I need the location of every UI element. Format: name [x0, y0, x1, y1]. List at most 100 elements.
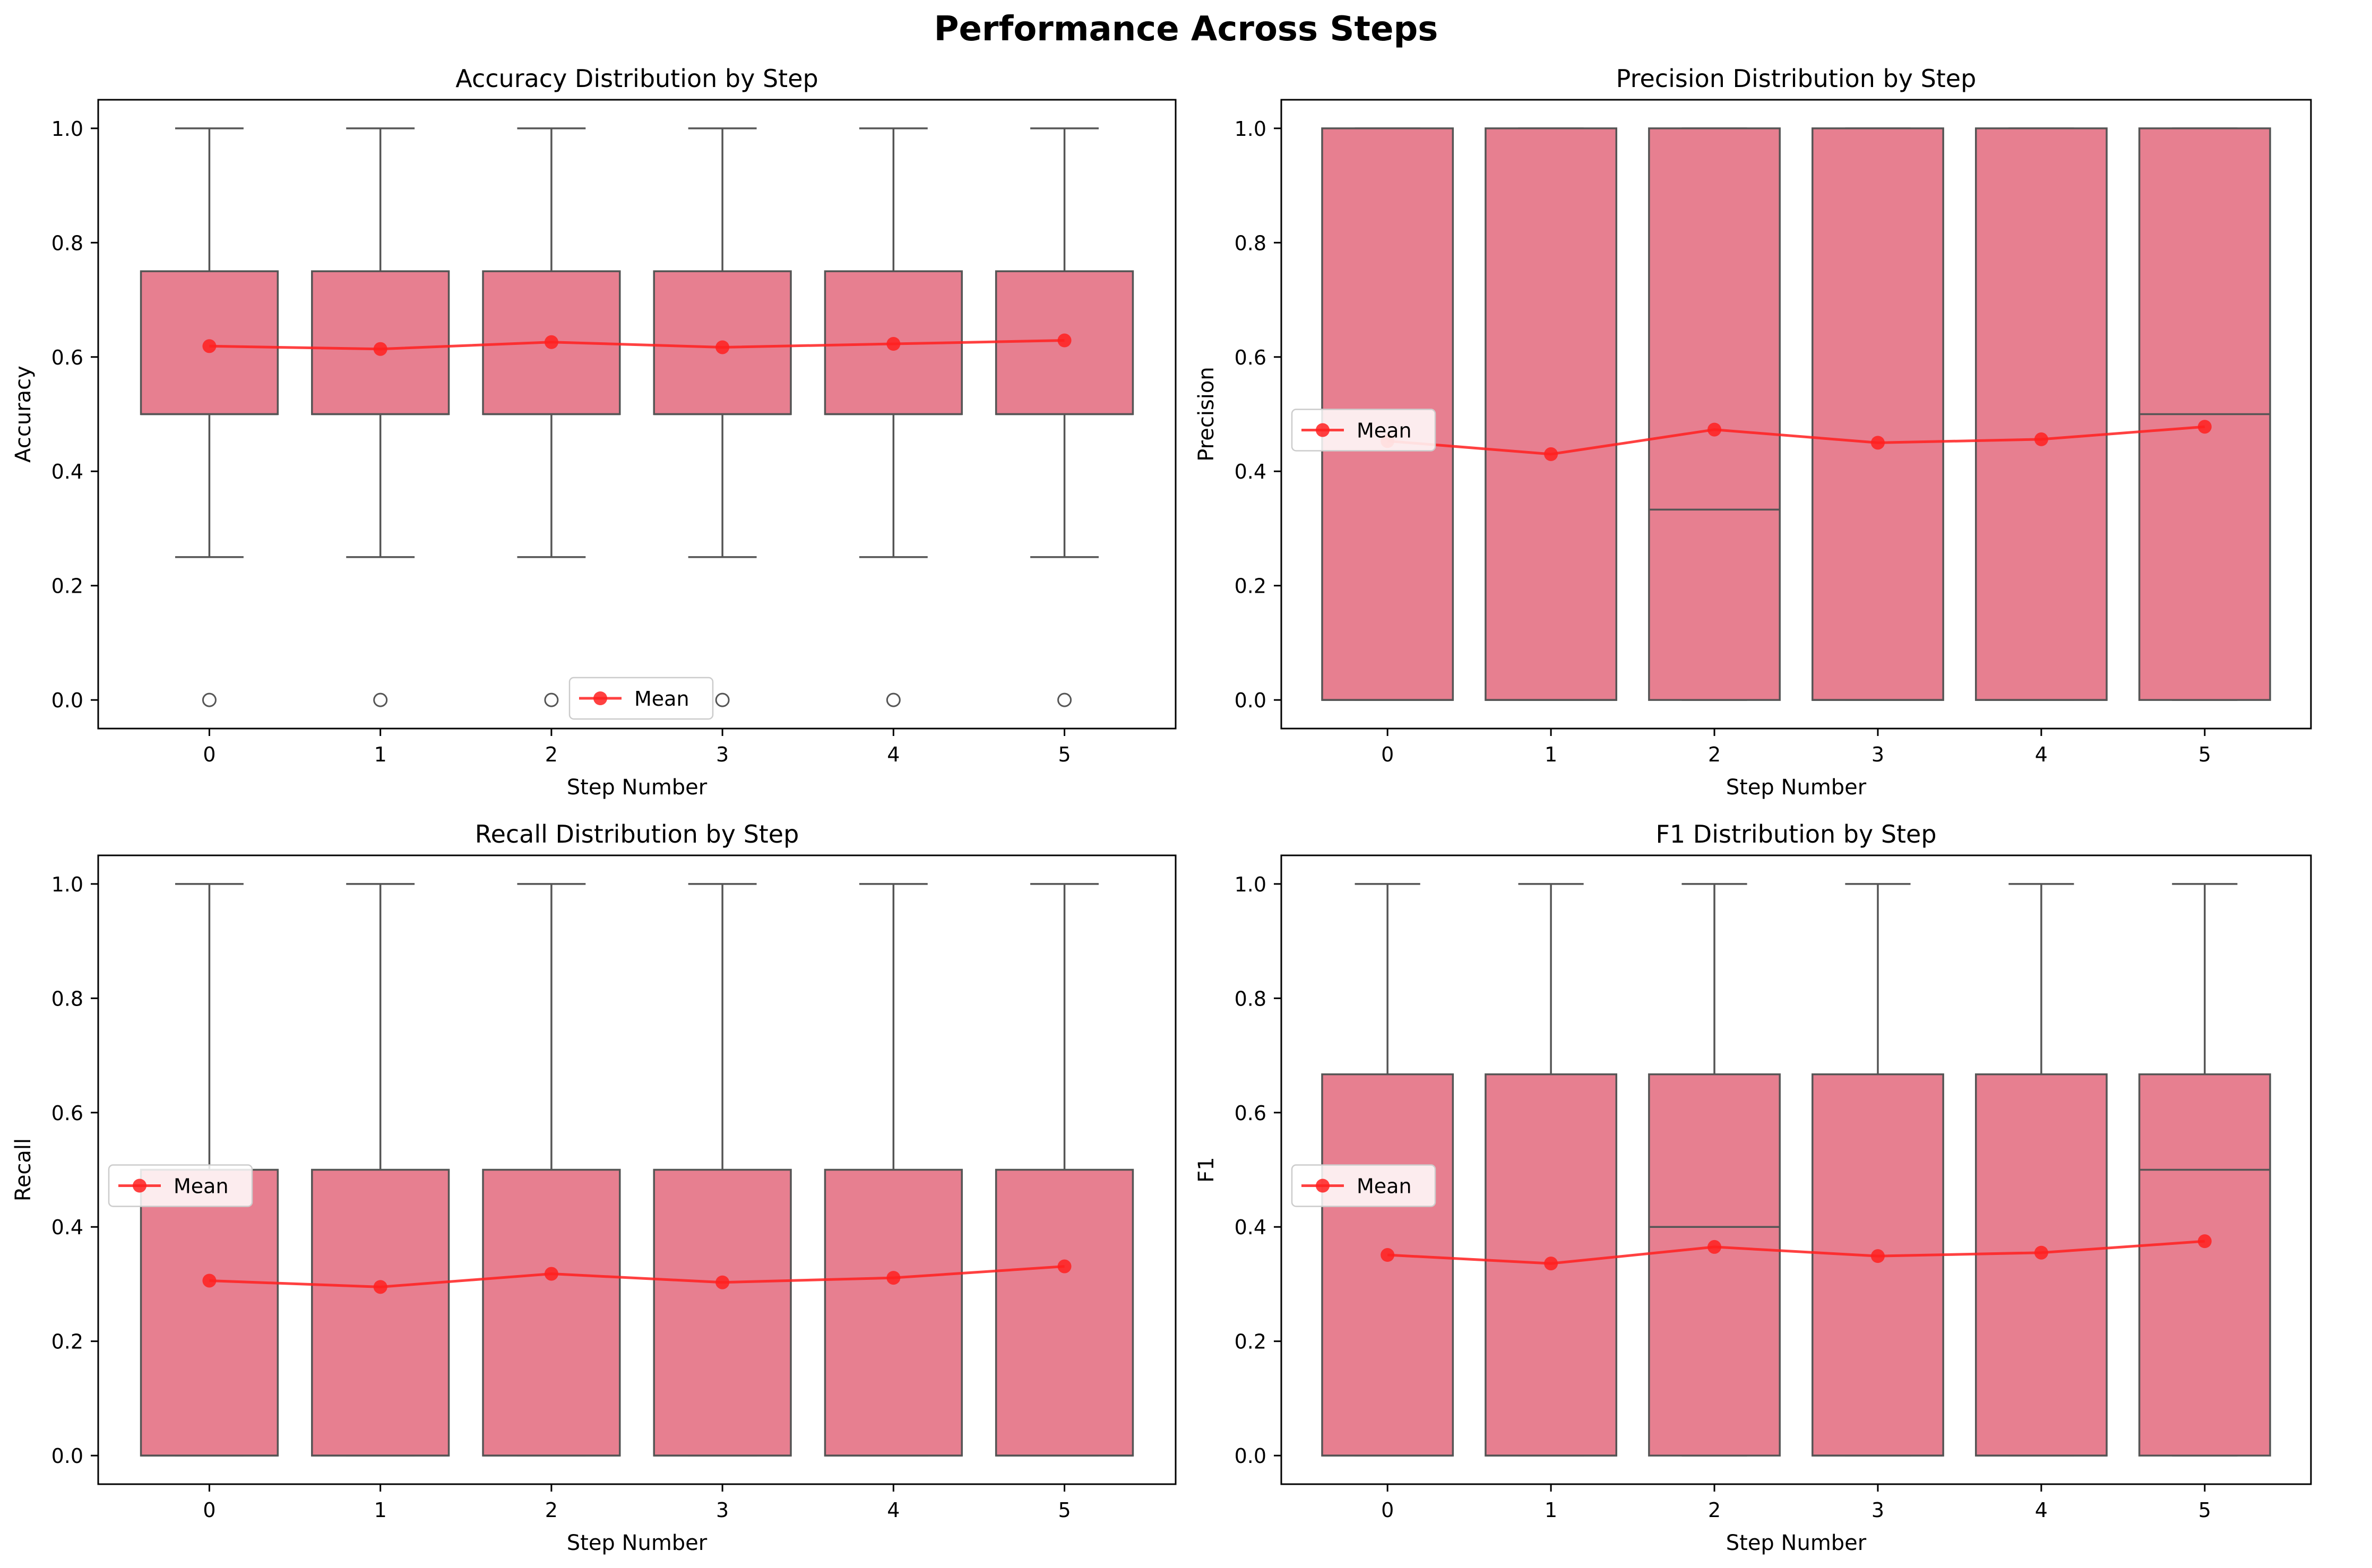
legend-label: Mean: [1357, 1175, 1412, 1198]
outlier-point: [715, 692, 730, 707]
legend-marker-swatch: [1316, 423, 1330, 437]
y-tick-label: 0.8: [51, 987, 83, 1010]
y-tick-label: 0.8: [1235, 987, 1266, 1010]
mean-point: [1707, 422, 1722, 437]
x-axis-label: Step Number: [1726, 1531, 1867, 1555]
x-tick-label: 1: [374, 743, 387, 766]
panel-accuracy: Accuracy Distribution by Step 0.0 0.2 0.4 0.…: [11, 64, 1177, 800]
box-1: [1485, 127, 1618, 701]
x-tick-label: 2: [545, 1498, 558, 1522]
x-tick-label: 0: [203, 1498, 215, 1522]
x-tick-label: 4: [887, 743, 900, 766]
x-tick-label: 0: [1381, 743, 1394, 766]
x-tick-label: 2: [1708, 1498, 1721, 1522]
mean-point: [202, 339, 217, 353]
mean-point: [544, 1267, 558, 1281]
y-tick-label: 0.8: [51, 231, 83, 255]
y-tick-label: 1.0: [1235, 117, 1266, 141]
box-5: [2138, 1073, 2271, 1457]
y-tick-label: 0.4: [1235, 1216, 1266, 1239]
mean-point: [373, 1280, 387, 1294]
mean-point: [2197, 1234, 2212, 1249]
legend-box: [1291, 409, 1436, 452]
legend: Mean: [1291, 1164, 1436, 1207]
box-1: [311, 1168, 450, 1457]
y-tick-label: 0.0: [1235, 689, 1266, 712]
y-tick-label: 0.8: [1235, 231, 1266, 255]
panel-title: Recall Distribution by Step: [475, 820, 799, 848]
box-2: [482, 1168, 621, 1457]
mean-point: [715, 1275, 730, 1289]
mean-point: [2034, 432, 2048, 446]
x-tick-label: 5: [2198, 743, 2211, 766]
mean-point: [715, 340, 730, 354]
mean-point: [1870, 1249, 1885, 1263]
x-tick-label: 1: [1545, 1498, 1557, 1522]
mean-point: [2034, 1245, 2048, 1260]
figure-title: Performance Across Steps: [934, 10, 1438, 49]
x-axis-label: Step Number: [1726, 775, 1867, 800]
x-tick-label: 1: [1545, 743, 1557, 766]
box-2: [1648, 1073, 1781, 1457]
y-axis-label: Precision: [1194, 367, 1219, 461]
box-3: [1812, 1073, 1944, 1457]
x-tick-label: 3: [1871, 1498, 1884, 1522]
y-tick-label: 0.6: [1235, 346, 1266, 369]
mean-point: [373, 342, 387, 356]
box-4: [824, 1168, 963, 1457]
y-axis-label: Recall: [11, 1138, 36, 1201]
y-tick-label: 0.0: [1235, 1444, 1266, 1468]
outlier-point: [544, 692, 559, 707]
x-tick-label: 5: [2198, 1498, 2211, 1522]
x-axis-label: Step Number: [567, 1531, 708, 1555]
x-tick-label: 5: [1058, 1498, 1071, 1522]
x-tick-label: 4: [887, 1498, 900, 1522]
panel-title: Accuracy Distribution by Step: [455, 64, 818, 93]
y-tick-label: 1.0: [1235, 873, 1266, 896]
box-4: [1974, 127, 2108, 701]
x-tick-label: 3: [716, 1498, 729, 1522]
y-tick-label: 0.4: [1235, 460, 1266, 483]
mean-point: [544, 335, 558, 349]
box-2: [1648, 127, 1781, 701]
mean-point: [1057, 1259, 1072, 1274]
y-axis-label: F1: [1194, 1157, 1219, 1182]
axes-frame: [1280, 99, 2312, 730]
legend: Mean: [108, 1164, 253, 1207]
outlier-point: [1057, 692, 1072, 707]
mean-point: [1381, 1248, 1395, 1262]
mean-point: [1870, 436, 1885, 450]
panel-title: Precision Distribution by Step: [1616, 64, 1977, 93]
mean-line: [209, 1265, 1065, 1288]
mean-point: [1544, 1257, 1558, 1271]
panel-precision: Precision Distribution by Step 0.0 0.2 0.4 0…: [1194, 64, 2312, 800]
box-3: [653, 1168, 792, 1457]
x-tick-label: 4: [2035, 743, 2048, 766]
x-tick-label: 2: [545, 743, 558, 766]
x-tick-label: 4: [2035, 1498, 2048, 1522]
legend-marker-swatch: [593, 691, 607, 705]
x-tick-label: 2: [1708, 743, 1721, 766]
legend-label: Mean: [634, 687, 689, 711]
y-tick-label: 0.6: [51, 346, 83, 369]
y-axis-label: Accuracy: [11, 366, 36, 463]
axes-frame: [97, 854, 1177, 1485]
y-tick-label: 0.0: [51, 1444, 83, 1468]
box-5: [995, 1168, 1134, 1457]
mean-point: [1707, 1240, 1722, 1254]
y-tick-label: 0.6: [51, 1102, 83, 1125]
y-tick-label: 0.2: [51, 1330, 83, 1354]
axes-frame: [1280, 854, 2312, 1485]
y-tick-label: 1.0: [51, 117, 83, 141]
x-tick-label: 0: [1381, 1498, 1394, 1522]
mean-point: [202, 1274, 217, 1288]
box-3: [1812, 127, 1944, 701]
legend-marker-swatch: [133, 1179, 146, 1193]
y-tick-label: 0.0: [51, 689, 83, 712]
x-tick-label: 0: [203, 743, 215, 766]
mean-point: [886, 1271, 901, 1285]
mean-line: [1387, 425, 2205, 456]
y-tick-label: 0.2: [51, 575, 83, 598]
y-tick-label: 0.2: [1235, 575, 1266, 598]
panel-f1: F1 Distribution by Step 0.0 0.2 0.4 0.6 0.8 1.…: [1194, 820, 2312, 1555]
